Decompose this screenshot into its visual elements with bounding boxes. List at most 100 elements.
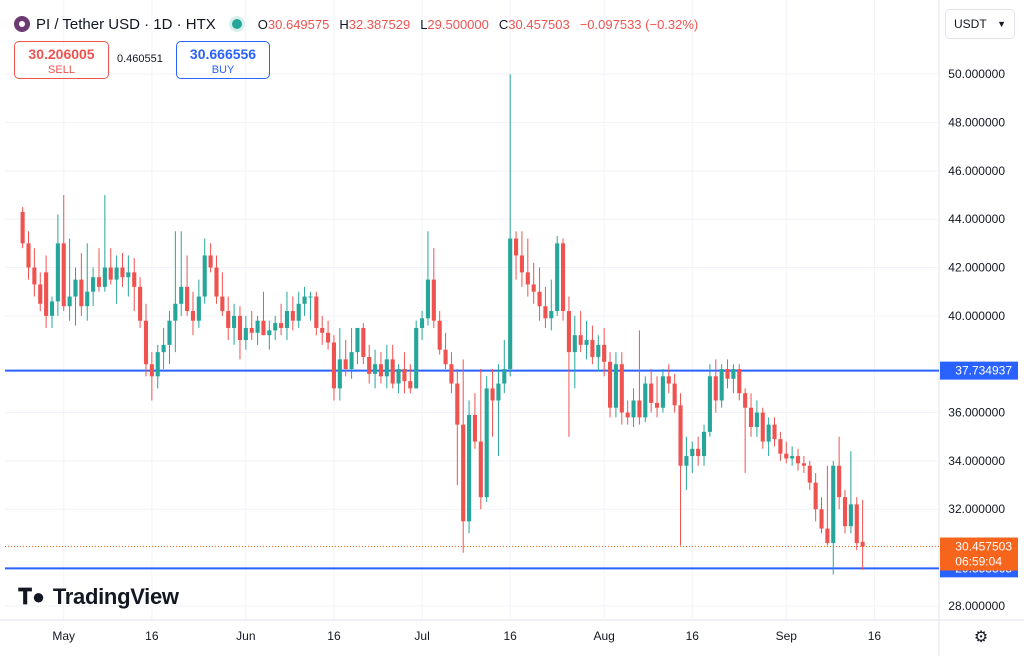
candle — [279, 303, 284, 336]
candle — [701, 424, 707, 466]
candle — [343, 340, 348, 377]
candle — [514, 231, 519, 280]
candle-body — [408, 381, 413, 389]
candle — [143, 303, 149, 377]
candle — [326, 320, 331, 350]
close-label: C — [498, 16, 509, 32]
candle — [690, 441, 695, 473]
candle-body — [437, 320, 442, 350]
candle-body — [778, 439, 783, 454]
candle-body — [44, 272, 49, 316]
candle — [696, 436, 701, 466]
horizontal-lines — [5, 369, 939, 570]
candle — [560, 238, 566, 321]
candle-body — [613, 364, 618, 408]
candle — [196, 279, 201, 328]
candle-body — [273, 323, 278, 331]
candle-body — [79, 279, 84, 307]
candle-body — [525, 272, 530, 285]
candle-body — [202, 255, 207, 297]
candle — [531, 262, 536, 304]
candle-body — [572, 335, 577, 353]
candle-body — [825, 528, 830, 544]
candle — [707, 364, 712, 437]
candle-body — [549, 311, 554, 319]
candle — [331, 335, 337, 401]
candle-body — [220, 296, 225, 312]
candle-body — [625, 412, 630, 418]
candle — [284, 291, 290, 341]
symbol-title[interactable]: PI / Tether USD · 1D · HTX — [36, 15, 216, 33]
candle-body — [531, 284, 536, 292]
candle — [273, 315, 278, 341]
y-tick-label: 28.000000 — [948, 599, 1005, 613]
candle — [713, 359, 718, 413]
candle-body — [725, 369, 730, 379]
currency-value: USDT — [954, 17, 987, 31]
candle-body — [114, 267, 119, 280]
candle — [226, 296, 231, 341]
settings-icon[interactable]: ⚙ — [973, 629, 989, 646]
candle-body — [367, 356, 372, 374]
price-axis: 28.000000 32.000000 34.000000 36.000000 40.0… — [948, 67, 1005, 613]
candle-body — [138, 286, 143, 321]
candle — [590, 325, 595, 365]
candle — [837, 436, 842, 510]
candle — [61, 195, 66, 312]
candle-body — [578, 335, 583, 345]
candle — [320, 315, 325, 345]
candle — [32, 248, 37, 297]
candle — [472, 393, 477, 449]
candle — [825, 465, 830, 546]
candle — [402, 352, 407, 394]
candle — [467, 400, 472, 534]
tradingview-logo-icon: 𝐓● — [18, 584, 45, 609]
candle — [731, 364, 736, 394]
candle-body — [696, 448, 701, 457]
candle — [73, 267, 78, 326]
candle-body — [32, 267, 37, 285]
candle-body — [643, 383, 648, 418]
candle — [185, 255, 190, 316]
sell-button[interactable]: 30.206005 SELL — [14, 41, 109, 79]
candle — [149, 352, 154, 401]
last-price-label: 30.457503 — [955, 540, 1012, 554]
candle-body — [337, 359, 342, 389]
candle-body — [173, 303, 178, 321]
candle — [754, 400, 759, 437]
candle-body — [208, 255, 213, 268]
currency-select[interactable]: USDT ▼ — [945, 9, 1015, 39]
candle-body — [314, 296, 319, 328]
candle — [132, 257, 137, 312]
candle-body — [555, 243, 560, 312]
candle-body — [349, 352, 354, 370]
candle — [854, 497, 859, 551]
candle — [425, 231, 430, 326]
candle-body — [684, 456, 689, 466]
candle-body — [837, 465, 842, 498]
tradingview-logo[interactable]: 𝐓● TradingView — [18, 584, 179, 610]
candle — [525, 238, 530, 297]
candle — [108, 248, 113, 285]
x-tick-label: Jun — [236, 629, 255, 643]
candle-body — [443, 349, 448, 365]
candle — [91, 267, 96, 307]
candle-body — [478, 441, 483, 498]
candle — [314, 291, 319, 336]
candle — [138, 277, 143, 328]
x-tick-label: 16 — [327, 629, 341, 643]
candle-body — [813, 482, 818, 510]
candle-body — [232, 315, 237, 328]
candle — [801, 456, 806, 473]
candle — [637, 330, 642, 425]
candle — [619, 352, 624, 425]
candle-body — [795, 456, 801, 464]
candle — [766, 417, 771, 457]
candle-body — [701, 431, 707, 457]
candle-body — [737, 369, 742, 394]
buy-button[interactable]: 30.666556 BUY — [176, 41, 270, 79]
candle-body — [508, 238, 513, 370]
candle — [396, 364, 401, 394]
